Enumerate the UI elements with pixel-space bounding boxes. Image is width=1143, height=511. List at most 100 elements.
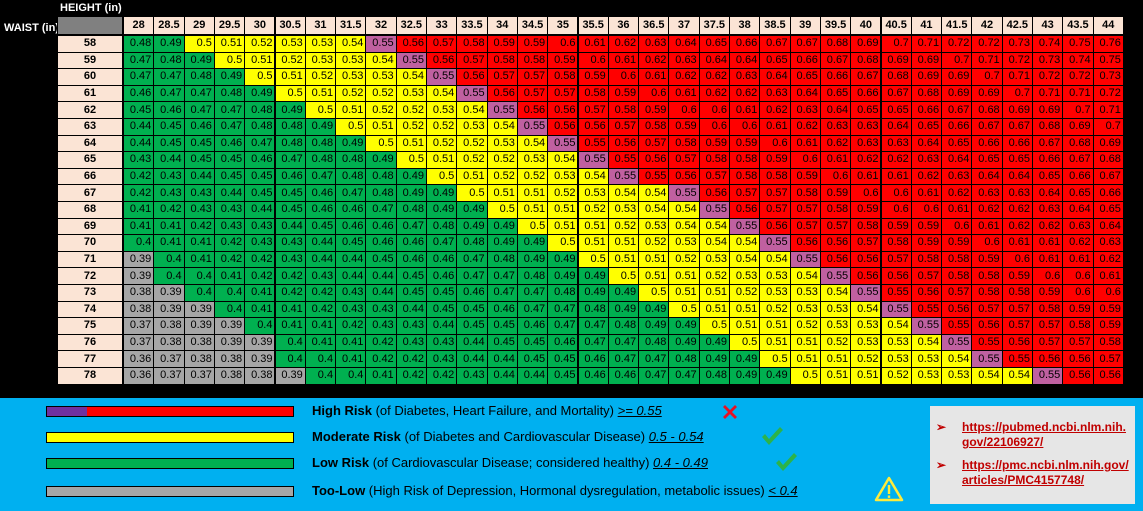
ratio-cell: 0.47 xyxy=(213,118,246,136)
height-column-header: 33.5 xyxy=(456,16,488,35)
ratio-cell: 0.62 xyxy=(789,118,821,136)
ratio-cell: 0.63 xyxy=(638,35,670,53)
ratio-cell: 0.51 xyxy=(456,167,488,186)
ratio-cell: 0.49 xyxy=(426,201,458,219)
ratio-cell: 0.62 xyxy=(698,68,730,86)
ratio-cell: 0.71 xyxy=(971,51,1003,70)
legend-low-risk: Low Risk (of Cardiovascular Disease; con… xyxy=(312,455,708,470)
ratio-cell: 0.38 xyxy=(213,367,246,385)
height-column-header: 36.5 xyxy=(638,16,670,35)
ratio-cell: 0.51 xyxy=(759,333,791,352)
ratio-cell: 0.39 xyxy=(244,333,276,352)
waist-row-header: 64 xyxy=(57,134,123,153)
ratio-cell: 0.53 xyxy=(880,350,912,368)
ratio-cell: 0.59 xyxy=(1062,300,1094,319)
ratio-cell: 0.64 xyxy=(1062,201,1094,219)
ratio-cell: 0.57 xyxy=(607,118,640,136)
ratio-cell: 0.6 xyxy=(789,151,821,169)
ratio-cell: 0.43 xyxy=(365,317,397,335)
ratio-cell: 0.55 xyxy=(486,101,518,119)
ratio-cell: 0.4 xyxy=(244,317,276,335)
ratio-cell: 0.68 xyxy=(819,35,852,53)
ratio-cell: 0.56 xyxy=(547,101,579,119)
ratio-cell: 0.48 xyxy=(577,300,609,319)
ratio-cell: 0.52 xyxy=(729,284,761,302)
height-column-header: 40 xyxy=(850,16,882,35)
ratio-cell: 0.54 xyxy=(426,84,458,103)
ratio-cell: 0.55 xyxy=(1001,350,1033,368)
ratio-cell: 0.57 xyxy=(789,201,821,219)
ratio-cell: 0.58 xyxy=(607,101,640,119)
ratio-cell: 0.67 xyxy=(1032,134,1064,153)
legend-low-range: 0.4 - 0.49 xyxy=(653,455,708,470)
arrow-bullet-icon: ➢ xyxy=(936,420,947,434)
ratio-cell: 0.55 xyxy=(516,118,549,136)
ratio-cell: 0.6 xyxy=(668,101,700,119)
ratio-cell: 0.45 xyxy=(486,333,518,352)
ratio-cell: 0.71 xyxy=(1062,84,1094,103)
ratio-cell: 0.51 xyxy=(698,284,730,302)
ratio-cell: 0.58 xyxy=(456,35,488,53)
ratio-cell: 0.44 xyxy=(335,267,367,285)
ratio-cell: 0.4 xyxy=(153,250,185,269)
reference-link-2[interactable]: https://pmc.ncbi.nlm.nih.gov/articles/PM… xyxy=(962,458,1129,487)
ratio-cell: 0.65 xyxy=(971,151,1003,169)
ratio-cell: 0.54 xyxy=(638,184,670,202)
ratio-cell: 0.67 xyxy=(1062,151,1094,169)
waist-row-header: 65 xyxy=(57,151,123,169)
ratio-cell: 0.56 xyxy=(1062,367,1094,385)
ratio-cell: 0.69 xyxy=(941,68,973,86)
ratio-cell: 0.54 xyxy=(577,167,609,186)
ratio-cell: 0.51 xyxy=(516,201,549,219)
ratio-cell: 0.52 xyxy=(486,151,518,169)
ratio-cell: 0.47 xyxy=(395,217,427,236)
ratio-cell: 0.49 xyxy=(729,367,761,385)
ratio-cell: 0.58 xyxy=(759,167,791,186)
height-column-header: 43.5 xyxy=(1062,16,1094,35)
legend-low-title: Low Risk xyxy=(312,455,370,470)
ratio-cell: 0.59 xyxy=(789,167,821,186)
ratio-cell: 0.38 xyxy=(213,350,246,368)
ratio-cell: 0.56 xyxy=(880,267,912,285)
ratio-cell: 0.51 xyxy=(668,284,700,302)
ratio-cell: 0.43 xyxy=(335,284,367,302)
ratio-cell: 0.57 xyxy=(577,101,609,119)
ratio-cell: 0.54 xyxy=(850,300,882,319)
ratio-cell: 0.58 xyxy=(698,151,730,169)
waist-row-header: 62 xyxy=(57,101,123,119)
ratio-cell: 0.52 xyxy=(577,201,609,219)
ratio-cell: 0.55 xyxy=(880,284,912,302)
height-column-header: 29.5 xyxy=(213,16,246,35)
ratio-cell: 0.58 xyxy=(941,250,973,269)
ratio-cell: 0.49 xyxy=(153,35,185,53)
ratio-cell: 0.56 xyxy=(1001,333,1033,352)
ratio-cell: 0.51 xyxy=(638,250,670,269)
ratio-cell: 0.59 xyxy=(941,234,973,252)
ratio-cell: 0.74 xyxy=(1032,35,1064,53)
ratio-cell: 0.63 xyxy=(668,51,700,70)
ratio-cell: 0.4 xyxy=(153,267,185,285)
ratio-cell: 0.42 xyxy=(365,333,397,352)
ratio-cell: 0.69 xyxy=(850,35,882,53)
ratio-cell: 0.45 xyxy=(213,167,246,186)
ratio-cell: 0.65 xyxy=(759,51,791,70)
ratio-cell: 0.51 xyxy=(577,234,609,252)
ratio-cell: 0.51 xyxy=(789,333,821,352)
ratio-cell: 0.69 xyxy=(880,51,912,70)
ratio-cell: 0.57 xyxy=(789,217,821,236)
reference-link-1[interactable]: https://pubmed.ncbi.nlm.nih.gov/22106927… xyxy=(962,420,1126,449)
waist-row-header: 73 xyxy=(57,284,123,302)
ratio-cell: 0.66 xyxy=(729,35,761,53)
ratio-cell: 0.43 xyxy=(183,184,215,202)
ratio-cell: 0.42 xyxy=(335,317,367,335)
ratio-cell: 0.65 xyxy=(819,84,852,103)
ratio-cell: 0.4 xyxy=(123,234,155,252)
ratio-cell: 0.49 xyxy=(304,118,337,136)
ratio-cell: 0.56 xyxy=(910,284,943,302)
ratio-cell: 0.6 xyxy=(819,167,852,186)
ratio-cell: 0.45 xyxy=(547,367,579,385)
ratio-cell: 0.39 xyxy=(153,284,185,302)
ratio-cell: 0.46 xyxy=(395,234,427,252)
ratio-cell: 0.45 xyxy=(244,167,276,186)
ratio-cell: 0.52 xyxy=(426,134,458,153)
